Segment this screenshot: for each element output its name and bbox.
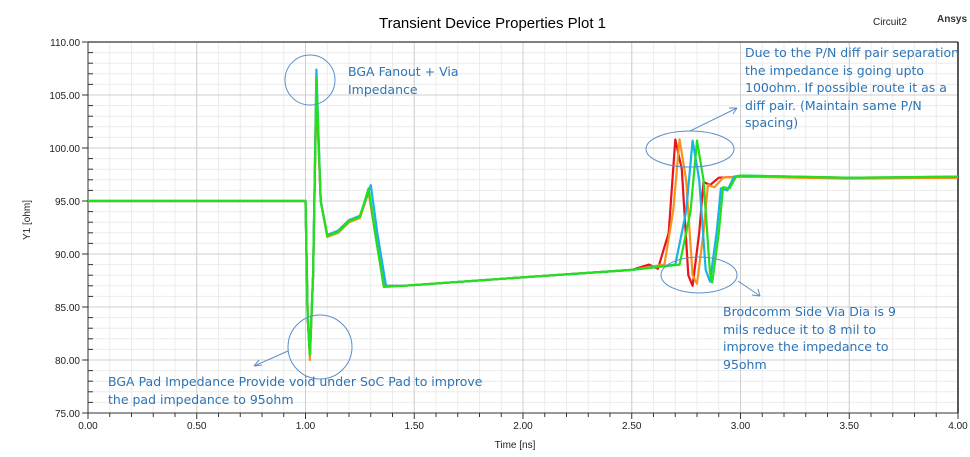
x-tick-label: 3.50 (840, 421, 860, 432)
x-tick-label: 1.50 (405, 421, 425, 432)
annotation-diff-pair: Due to the P/N diff pair separation the … (745, 45, 960, 130)
x-tick-label: 0.00 (78, 421, 98, 432)
y-tick-label: 110.00 (50, 38, 80, 49)
chart-title: Transient Device Properties Plot 1 (378, 15, 607, 32)
y-tick-label: 105.00 (49, 91, 80, 102)
ansys-logo: Ansys (937, 14, 968, 25)
x-tick-label: 1.00 (296, 421, 316, 432)
annotation-fanout: BGA Fanout + Via Impedance (348, 64, 459, 97)
x-tick-label: 0.50 (187, 421, 207, 432)
x-tick-label: 3.00 (731, 421, 751, 432)
y-tick-label: 90.00 (55, 250, 80, 261)
circuit-label: Circuit2 (873, 17, 907, 28)
annotation-arrow-diff-pair (689, 107, 738, 132)
y-tick-label: 95.00 (55, 197, 80, 208)
y-tick-label: 80.00 (55, 356, 80, 367)
annotation-via: Brodcomm Side Via Dia is 9 mils reduce i… (723, 304, 896, 372)
y-axis-label: Y1 [ohm] (22, 199, 33, 240)
annotation-pad: BGA Pad Impedance Provide void under SoC… (108, 374, 483, 407)
y-tick-label: 100.00 (49, 144, 80, 155)
series-trace-green (88, 78, 959, 356)
annotation-circle-pad (287, 314, 353, 380)
arrow-head-icon (253, 359, 263, 367)
annotation-circle-fanout (284, 54, 336, 106)
x-tick-label: 4.00 (948, 421, 968, 432)
y-tick-label: 85.00 (55, 303, 80, 314)
x-tick-label: 2.50 (622, 421, 642, 432)
x-tick-label: 2.00 (513, 421, 533, 432)
annotation-ellipse-via (660, 256, 738, 294)
y-tick-label: 75.00 (55, 409, 80, 420)
x-axis-label: Time [ns] (494, 440, 536, 451)
arrow-head-icon (751, 288, 761, 297)
annotation-arrow-pad (253, 350, 289, 367)
arrow-head-icon (729, 107, 738, 115)
annotation-arrow-via (737, 280, 761, 297)
